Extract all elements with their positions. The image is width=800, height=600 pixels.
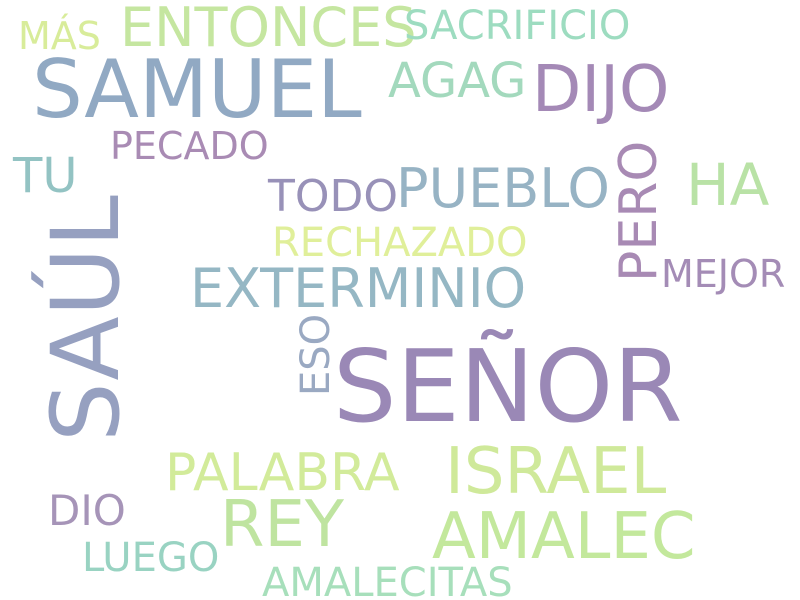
- word-entonces: ENTONCES: [120, 0, 417, 59]
- word-dijo: DIJO: [532, 53, 670, 127]
- word-amalecitas: AMALECITAS: [262, 560, 513, 600]
- word-luego: LUEGO: [82, 535, 220, 581]
- word-agag: AGAG: [388, 53, 527, 109]
- word-mejor: MEJOR: [661, 252, 786, 296]
- word-mas: MÁS: [18, 14, 101, 58]
- word-sacrificio: SACRIFICIO: [404, 3, 631, 49]
- word-exterminio: EXTERMINIO: [190, 257, 527, 320]
- word-eso: ESO: [293, 313, 339, 396]
- word-samuel: SAMUEL: [32, 43, 362, 136]
- word-pueblo: PUEBLO: [396, 157, 610, 220]
- word-palabra: PALABRA: [165, 443, 400, 503]
- word-ha: HA: [686, 151, 770, 219]
- word-rey: REY: [220, 488, 344, 562]
- word-israel: ISRAEL: [445, 435, 667, 509]
- word-saul: SAÚL: [32, 195, 141, 442]
- word-pecado: PECADO: [110, 124, 269, 168]
- word-todo: TODO: [268, 171, 399, 222]
- word-pero: PERO: [609, 140, 669, 282]
- word-dio: DIO: [48, 486, 126, 535]
- word-rechazado: RECHAZADO: [272, 220, 528, 266]
- word-amalec: AMALEC: [432, 500, 696, 574]
- word-senor: SEÑOR: [333, 328, 683, 445]
- word-tu: TU: [13, 148, 78, 204]
